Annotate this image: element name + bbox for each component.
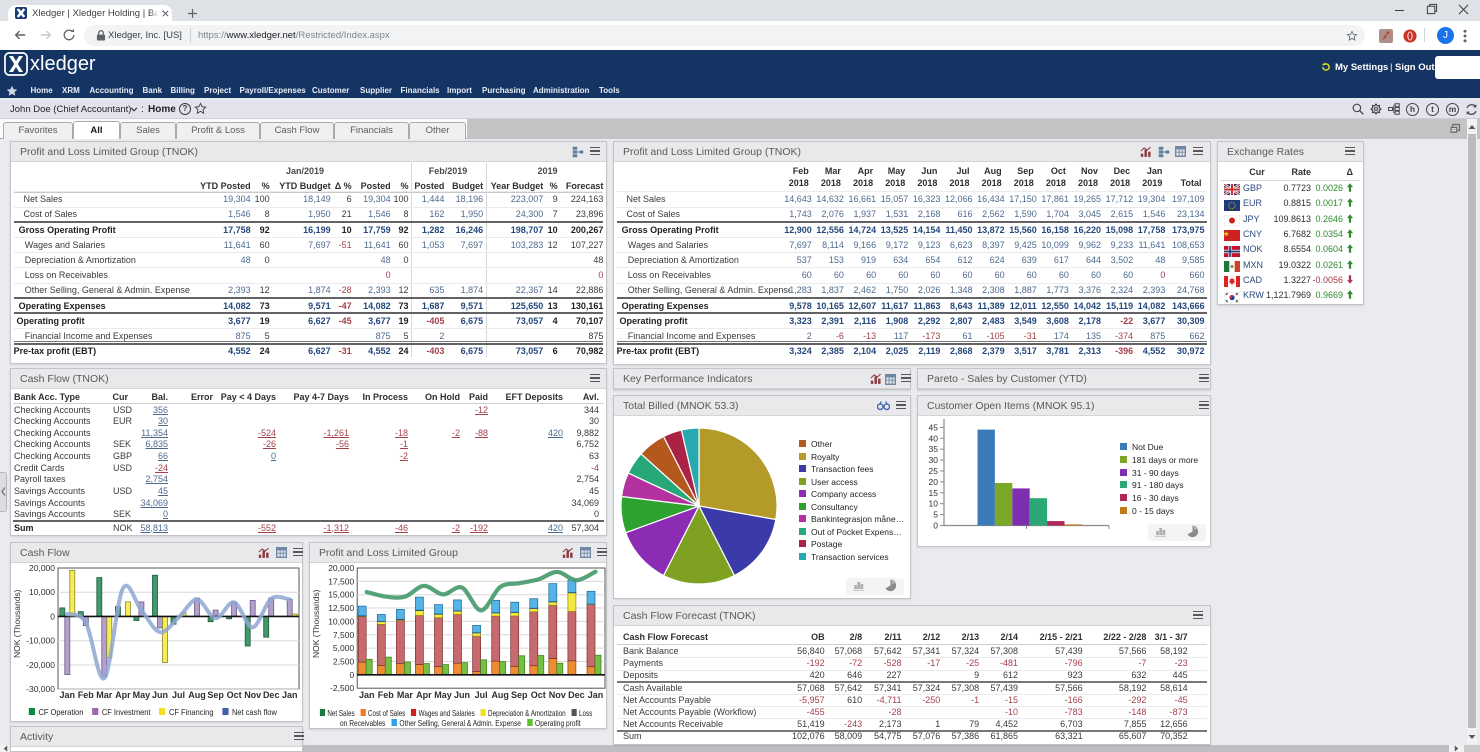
- svg-text:Jun: Jun: [152, 690, 168, 700]
- svg-text:25: 25: [929, 466, 939, 476]
- svg-text:NOK (Thousands): NOK (Thousands): [12, 589, 22, 658]
- svg-text:35: 35: [929, 444, 939, 454]
- svg-text:Mar: Mar: [397, 690, 414, 700]
- svg-text:0: 0: [349, 670, 354, 680]
- svg-text:Apr: Apr: [416, 690, 432, 700]
- svg-text:Oct: Oct: [531, 690, 546, 700]
- svg-text:Oct: Oct: [227, 690, 242, 700]
- svg-text:15,000: 15,000: [328, 590, 354, 600]
- svg-text:2,500: 2,500: [333, 657, 355, 667]
- svg-text:0: 0: [933, 521, 938, 531]
- svg-text:Aug: Aug: [491, 690, 509, 700]
- svg-text:10: 10: [929, 499, 939, 509]
- svg-text:Jan: Jan: [282, 690, 298, 700]
- svg-text:5,000: 5,000: [333, 643, 355, 653]
- svg-text:Apr: Apr: [115, 690, 131, 700]
- svg-text:May: May: [133, 690, 151, 700]
- svg-text:Nov: Nov: [549, 690, 566, 700]
- svg-text:30: 30: [929, 455, 939, 465]
- svg-text:Aug: Aug: [188, 690, 206, 700]
- svg-text:-2,500: -2,500: [330, 683, 354, 693]
- svg-text:Sep: Sep: [511, 690, 528, 700]
- svg-text:0: 0: [50, 612, 55, 622]
- svg-text:-20,000: -20,000: [26, 660, 55, 670]
- svg-text:15: 15: [929, 488, 939, 498]
- svg-text:Jun: Jun: [454, 690, 470, 700]
- svg-text:Feb: Feb: [378, 690, 395, 700]
- svg-text:Dec: Dec: [568, 690, 585, 700]
- svg-text:45: 45: [929, 422, 939, 432]
- svg-text:Mar: Mar: [96, 690, 113, 700]
- svg-text:10,000: 10,000: [29, 587, 55, 597]
- svg-text:-10,000: -10,000: [26, 636, 55, 646]
- svg-text:Jul: Jul: [475, 690, 488, 700]
- svg-text:Jul: Jul: [172, 690, 185, 700]
- svg-text:-30,000: -30,000: [26, 684, 55, 694]
- svg-text:Sep: Sep: [207, 690, 224, 700]
- svg-text:Jan: Jan: [60, 690, 76, 700]
- svg-text:17,500: 17,500: [328, 576, 354, 586]
- svg-text:May: May: [434, 690, 452, 700]
- svg-text:20,000: 20,000: [29, 563, 55, 573]
- svg-text:12,500: 12,500: [328, 603, 354, 613]
- svg-text:Jan: Jan: [588, 690, 604, 700]
- svg-text:10,000: 10,000: [328, 616, 354, 626]
- svg-text:Jan: Jan: [359, 690, 375, 700]
- svg-text:NOK (Thousands): NOK (Thousands): [311, 589, 321, 658]
- svg-text:5: 5: [933, 510, 938, 520]
- svg-text:Feb: Feb: [78, 690, 95, 700]
- svg-text:20,000: 20,000: [328, 563, 354, 573]
- svg-text:Nov: Nov: [244, 690, 261, 700]
- svg-text:Dec: Dec: [263, 690, 280, 700]
- svg-text:40: 40: [929, 433, 939, 443]
- svg-text:20: 20: [929, 477, 939, 487]
- svg-text:7,500: 7,500: [333, 630, 355, 640]
